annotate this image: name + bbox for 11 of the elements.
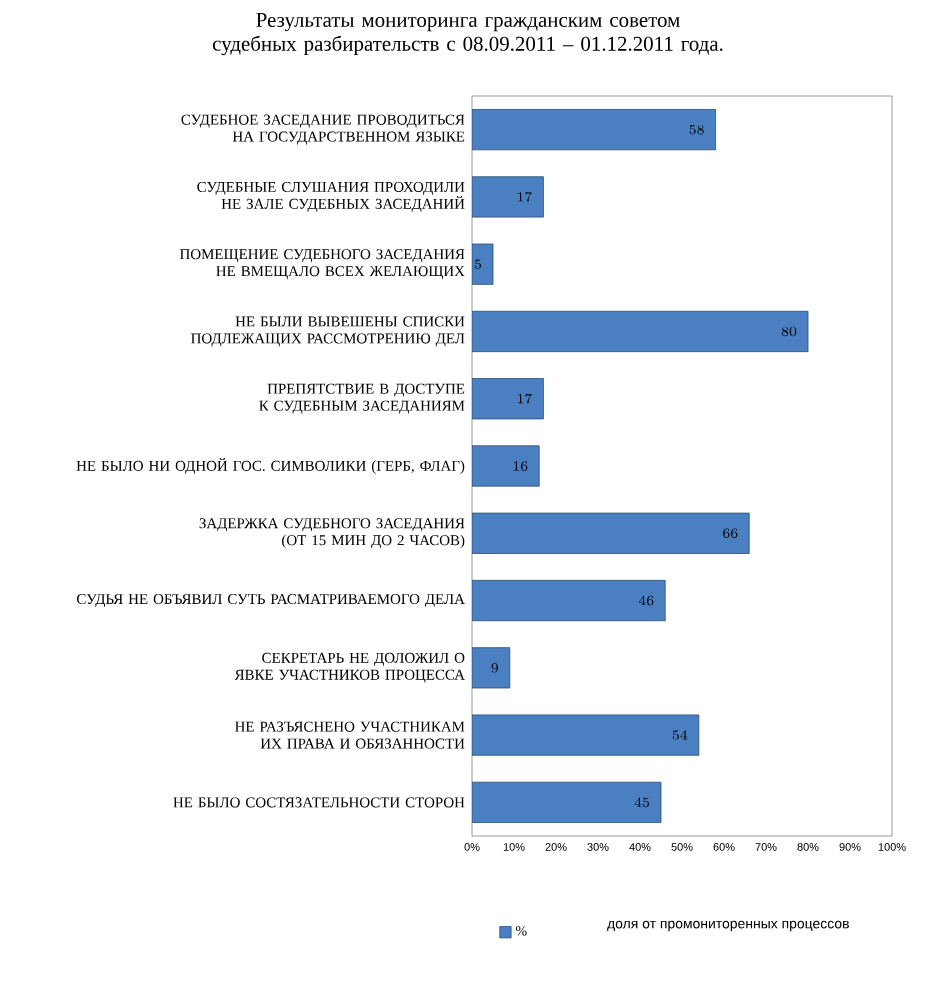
- bar: [472, 109, 716, 151]
- bar: [472, 579, 666, 622]
- bar: [472, 378, 544, 420]
- bar: [472, 714, 700, 756]
- bar: [472, 512, 750, 554]
- bar: [472, 310, 809, 353]
- bar: [472, 176, 544, 218]
- bar: [472, 781, 662, 823]
- chart-title: Результаты мониторинга гражданским советом судебных разбирательств с 08.09.2011 – 01.12.2011 года.: [212, 13, 723, 56]
- bar: [472, 445, 540, 487]
- bar: [472, 647, 511, 689]
